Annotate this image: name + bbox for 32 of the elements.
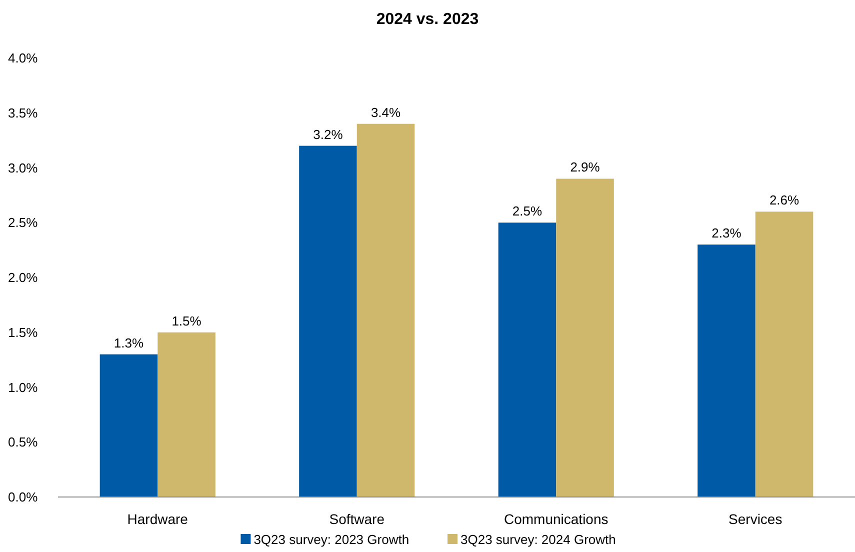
data-label: 3.2% — [313, 126, 344, 142]
x-tick-label: Communications — [504, 511, 608, 527]
y-tick-label: 1.0% — [8, 380, 38, 395]
legend-label: 3Q23 survey: 2024 Growth — [460, 532, 616, 547]
y-tick-label: 2.5% — [8, 215, 38, 230]
data-label: 3.4% — [370, 104, 402, 120]
data-label: 2.5% — [512, 204, 542, 219]
x-tick-label: Hardware — [127, 511, 188, 527]
data-label: 1.3% — [114, 335, 144, 350]
chart-title: 2024 vs. 2023 — [376, 11, 479, 28]
x-tick-label: Software — [329, 511, 385, 527]
y-tick-label: 3.5% — [8, 105, 38, 120]
bar — [556, 178, 614, 497]
y-tick-label: 0.5% — [8, 434, 38, 450]
y-tick-label: 2.0% — [8, 270, 38, 285]
bar — [755, 212, 814, 497]
y-tick-label: 1.5% — [8, 324, 38, 340]
data-label: 2.6% — [769, 192, 800, 208]
data-label: 2.3% — [712, 226, 742, 241]
x-tick-label: Services — [728, 511, 782, 527]
bar — [299, 146, 357, 497]
data-label: 2.9% — [570, 160, 600, 175]
y-tick-label: 3.0% — [8, 160, 38, 176]
data-label: 1.5% — [172, 313, 202, 328]
bar — [698, 244, 756, 497]
legend-label: 3Q23 survey: 2023 Growth — [254, 532, 410, 547]
bar — [356, 124, 415, 497]
bar — [498, 222, 556, 497]
y-tick-label: 4.0% — [8, 50, 38, 66]
bar — [158, 332, 216, 497]
bar — [100, 354, 158, 497]
y-tick-label: 0.0% — [8, 490, 38, 504]
